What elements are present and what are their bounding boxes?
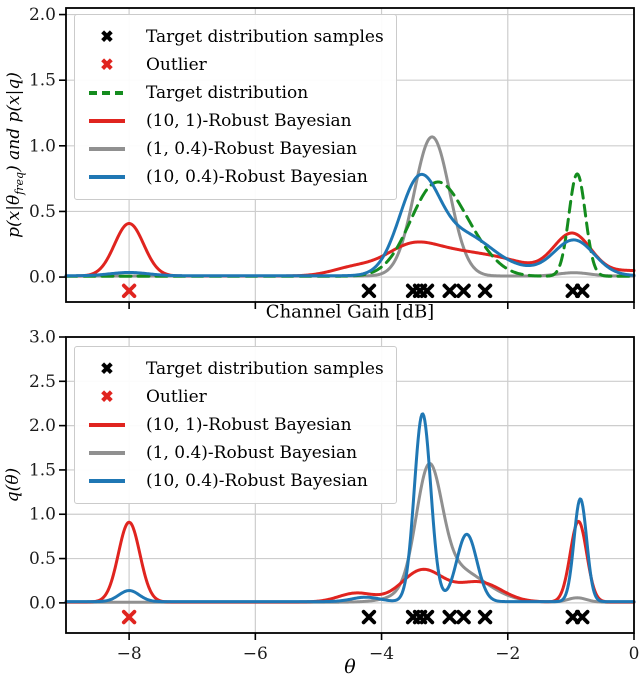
curve--10-0-4-robust-bayesian xyxy=(64,412,636,604)
legend-item: (10, 1)-Robust Bayesian xyxy=(87,411,384,439)
legend-label: Outlier xyxy=(146,387,207,407)
legend-label: (10, 1)-Robust Bayesian xyxy=(146,415,352,435)
outlier-marker xyxy=(121,609,137,625)
line-sample-icon xyxy=(87,147,127,151)
sample-marker xyxy=(456,609,471,625)
legend-item: ✖ Outlier xyxy=(87,383,384,411)
y-tick-label: 0.5 xyxy=(29,202,56,222)
x-marker-icon: ✖ xyxy=(100,387,114,406)
y-tick-label: 2.0 xyxy=(29,5,56,25)
y-tick-label: 0.5 xyxy=(29,549,56,569)
legend-item: ✖ Target distribution samples xyxy=(87,23,384,51)
legend-label: Target distribution samples xyxy=(146,359,384,379)
legend-label: (10, 0.4)-Robust Bayesian xyxy=(146,471,368,491)
legend-label: (10, 1)-Robust Bayesian xyxy=(146,111,352,131)
top-legend: ✖ Target distribution samples ✖ Outlier Targ… xyxy=(74,14,397,200)
x-tick-label: 0 xyxy=(629,644,640,664)
line-sample-icon xyxy=(87,451,127,455)
line-sample-icon xyxy=(89,451,125,455)
axes-spines xyxy=(65,336,635,634)
legend-label: (10, 0.4)-Robust Bayesian xyxy=(146,167,368,187)
x-tick-label: −8 xyxy=(117,644,142,664)
legend-item: (10, 0.4)-Robust Bayesian xyxy=(87,467,384,495)
line-sample-icon xyxy=(89,119,125,123)
line-sample-icon xyxy=(89,147,125,151)
x-marker-icon: ✖ xyxy=(87,57,127,73)
x-marker-icon: ✖ xyxy=(100,359,114,378)
sample-marker xyxy=(442,283,457,299)
x-tick-label: −6 xyxy=(243,644,268,664)
y-tick-label: 2.5 xyxy=(29,372,56,392)
sample-marker xyxy=(419,609,435,625)
sample-marker xyxy=(575,609,590,625)
sample-marker xyxy=(361,283,377,299)
y-tick-label: 0.0 xyxy=(29,593,56,613)
line-sample-icon xyxy=(87,119,127,123)
dashed-line-sample-icon xyxy=(87,91,127,95)
axes-spines xyxy=(65,7,635,303)
dashed-line-sample-icon xyxy=(89,91,125,95)
outlier-marker xyxy=(121,283,137,299)
x-marker-icon: ✖ xyxy=(87,29,127,45)
y-tick-label: 0.0 xyxy=(29,268,56,288)
y-tick-label: 1.0 xyxy=(29,505,56,525)
legend-label: Target distribution xyxy=(146,83,309,103)
legend-item: (1, 0.4)-Robust Bayesian xyxy=(87,439,384,467)
legend-item: Target distribution xyxy=(87,79,384,107)
line-sample-icon xyxy=(89,175,125,179)
legend-label: (1, 0.4)-Robust Bayesian xyxy=(146,443,358,463)
y-tick-label: 2.0 xyxy=(29,416,56,436)
legend-item: (10, 1)-Robust Bayesian xyxy=(87,107,384,135)
bottom-y-axis-label: q(θ) xyxy=(3,467,23,503)
bottom-x-axis-label: θ xyxy=(344,656,356,678)
line-sample-icon xyxy=(87,479,127,483)
line-sample-icon xyxy=(87,423,127,427)
sample-marker xyxy=(419,283,435,299)
legend-label: Target distribution samples xyxy=(146,27,384,47)
legend-item: ✖ Outlier xyxy=(87,51,384,79)
legend-item: ✖ Target distribution samples xyxy=(87,355,384,383)
x-marker-icon: ✖ xyxy=(87,389,127,405)
legend-label: Outlier xyxy=(146,55,207,75)
y-tick-label: 1.5 xyxy=(29,460,56,480)
sample-marker xyxy=(361,609,377,625)
line-sample-icon xyxy=(87,175,127,179)
curve--10-1-robust-bayesian xyxy=(64,222,636,278)
curve--10-1-robust-bayesian xyxy=(64,519,636,604)
x-tick-label: −2 xyxy=(495,644,520,664)
sample-marker xyxy=(477,609,493,625)
legend-item: (10, 0.4)-Robust Bayesian xyxy=(87,163,384,191)
y-tick-label: 1.5 xyxy=(29,71,56,91)
x-marker-icon: ✖ xyxy=(100,55,114,74)
x-marker-icon: ✖ xyxy=(87,361,127,377)
legend-label: (1, 0.4)-Robust Bayesian xyxy=(146,139,358,159)
sample-marker xyxy=(442,609,457,625)
line-sample-icon xyxy=(89,423,125,427)
sample-marker xyxy=(456,283,471,299)
line-sample-icon xyxy=(89,479,125,483)
x-marker-icon: ✖ xyxy=(100,27,114,46)
top-y-axis-label: p(x|θfreq) and p(x|q) xyxy=(3,72,27,238)
y-tick-label: 1.0 xyxy=(29,136,56,156)
y-tick-label: 3.0 xyxy=(29,328,56,348)
sample-marker xyxy=(575,283,590,299)
bottom-legend: ✖ Target distribution samples ✖ Outlier (10,… xyxy=(74,346,397,504)
curve--10-0-4-robust-bayesian xyxy=(64,172,636,278)
sample-marker xyxy=(477,283,493,299)
legend-item: (1, 0.4)-Robust Bayesian xyxy=(87,135,384,163)
x-tick-label: −4 xyxy=(369,644,394,664)
top-x-axis-label: Channel Gain [dB] xyxy=(265,301,435,323)
